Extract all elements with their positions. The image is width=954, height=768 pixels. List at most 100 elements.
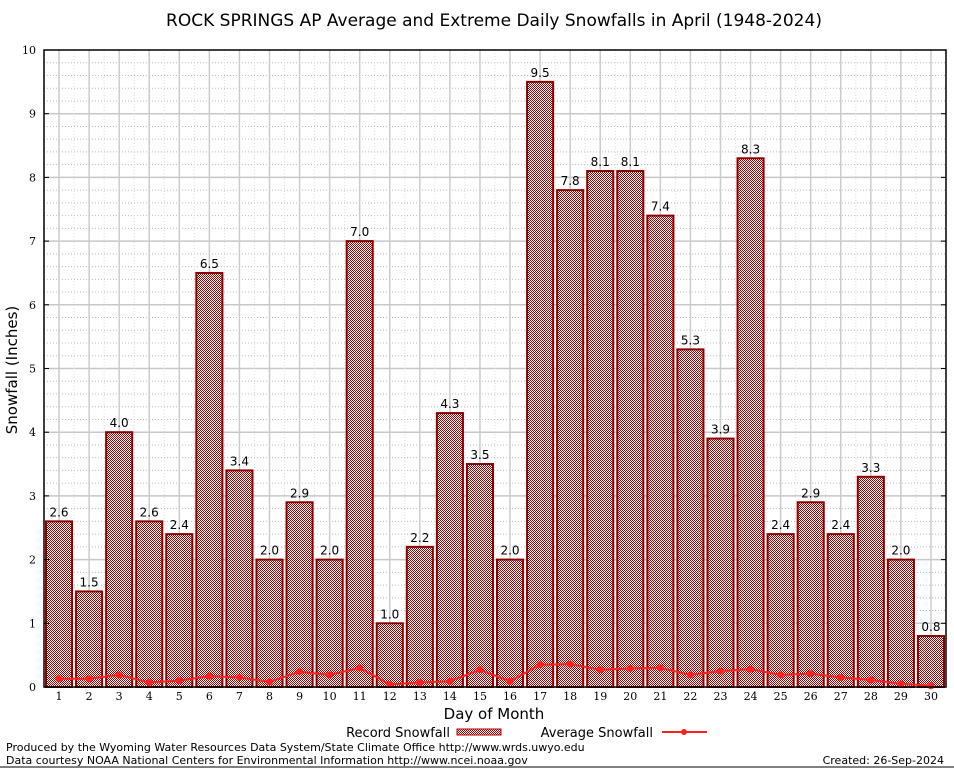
y-axis-label: Snowfall (Inches) bbox=[3, 306, 21, 434]
bar-day-27 bbox=[826, 533, 855, 688]
bar-day-28 bbox=[856, 475, 885, 689]
x-tick-label: 4 bbox=[146, 690, 153, 703]
bar-day-5 bbox=[165, 533, 194, 688]
x-tick-label: 5 bbox=[176, 690, 183, 703]
x-tick-label: 2 bbox=[86, 690, 93, 703]
x-tick-label: 29 bbox=[894, 690, 908, 703]
y-tick-label: 10 bbox=[22, 44, 36, 57]
average-point-day-6 bbox=[205, 672, 213, 680]
average-point-day-27 bbox=[837, 673, 845, 681]
bar-day-26 bbox=[796, 501, 825, 688]
bar-day-7 bbox=[225, 469, 254, 689]
bar-value-label: 1.0 bbox=[380, 607, 399, 621]
average-point-day-26 bbox=[807, 670, 815, 678]
bar-day-16 bbox=[496, 558, 525, 688]
bar-value-label: 2.0 bbox=[500, 544, 519, 558]
bar-value-label: 7.4 bbox=[651, 200, 670, 214]
average-point-day-19 bbox=[596, 666, 604, 674]
bar-day-6 bbox=[195, 271, 224, 688]
bar-day-30 bbox=[916, 635, 946, 688]
legend-record-label: Record Snowfall bbox=[346, 726, 450, 741]
bar-day-14 bbox=[435, 412, 464, 688]
bar-day-25 bbox=[766, 533, 795, 688]
bar-day-11 bbox=[345, 240, 374, 688]
bar-day-20 bbox=[616, 170, 645, 688]
created-date: Created: 26-Sep-2024 bbox=[822, 754, 944, 767]
bar-day-9 bbox=[285, 501, 314, 688]
x-tick-label: 28 bbox=[864, 690, 878, 703]
x-tick-label: 24 bbox=[744, 690, 758, 703]
bar-value-label: 2.9 bbox=[290, 486, 309, 500]
bar-value-label: 3.4 bbox=[230, 454, 249, 468]
bar-value-label: 4.3 bbox=[440, 397, 459, 411]
legend: Record Snowfall Average Snowfall bbox=[346, 726, 707, 741]
x-tick-label: 21 bbox=[653, 690, 667, 703]
y-tick-label: 3 bbox=[29, 490, 36, 503]
bar-value-label: 8.1 bbox=[591, 155, 610, 169]
bar-value-label: 3.3 bbox=[861, 461, 880, 475]
average-point-day-12 bbox=[386, 680, 394, 688]
x-axis-label: Day of Month bbox=[444, 705, 545, 723]
average-point-day-29 bbox=[897, 680, 905, 688]
x-tick-label: 12 bbox=[383, 690, 397, 703]
average-point-day-5 bbox=[175, 677, 183, 685]
average-point-day-3 bbox=[115, 671, 123, 679]
y-tick-label: 9 bbox=[29, 108, 36, 121]
legend-average-marker bbox=[681, 729, 687, 735]
x-tick-label: 1 bbox=[56, 690, 63, 703]
bar-day-12 bbox=[375, 622, 404, 688]
bar-value-label: 0.8 bbox=[921, 620, 940, 634]
average-point-day-9 bbox=[296, 668, 304, 676]
x-tick-label: 15 bbox=[473, 690, 487, 703]
x-tick-label: 27 bbox=[834, 690, 848, 703]
legend-record-swatch bbox=[456, 728, 502, 736]
x-tick-label: 3 bbox=[116, 690, 123, 703]
bar-value-label: 2.4 bbox=[771, 518, 790, 532]
x-tick-label: 26 bbox=[804, 690, 818, 703]
bar-value-label: 2.0 bbox=[260, 544, 279, 558]
footer-credit-1: Produced by the Wyoming Water Resources … bbox=[6, 741, 585, 754]
average-point-day-28 bbox=[867, 676, 875, 684]
bar-value-label: 9.5 bbox=[531, 66, 550, 80]
footer-credit-2: Data courtesy NOAA National Centers for … bbox=[6, 754, 528, 767]
average-point-day-15 bbox=[476, 666, 484, 674]
legend-average-label: Average Snowfall bbox=[541, 726, 653, 741]
average-point-day-14 bbox=[446, 677, 454, 685]
bar-value-label: 6.5 bbox=[200, 257, 219, 271]
x-tick-label: 14 bbox=[443, 690, 457, 703]
x-tick-label: 23 bbox=[714, 690, 728, 703]
average-point-day-21 bbox=[656, 664, 664, 672]
x-tick-label: 8 bbox=[266, 690, 273, 703]
bar-day-22 bbox=[676, 348, 705, 688]
average-point-day-11 bbox=[356, 664, 364, 672]
bar-value-label: 2.4 bbox=[831, 518, 850, 532]
bar-value-label: 2.6 bbox=[49, 505, 68, 519]
bar-value-label: 2.9 bbox=[801, 486, 820, 500]
bar-day-21 bbox=[646, 214, 675, 688]
bar-day-2 bbox=[75, 590, 104, 689]
y-tick-label: 0 bbox=[29, 681, 36, 694]
bar-day-18 bbox=[556, 189, 585, 688]
average-point-day-2 bbox=[85, 675, 93, 683]
y-tick-label: 4 bbox=[29, 426, 36, 439]
average-point-day-10 bbox=[326, 671, 334, 679]
bar-day-23 bbox=[706, 437, 735, 688]
bar-day-17 bbox=[526, 80, 555, 689]
y-tick-label: 6 bbox=[29, 299, 36, 312]
y-tick-label: 7 bbox=[29, 235, 36, 248]
bar-day-13 bbox=[405, 545, 434, 688]
y-tick-label: 8 bbox=[29, 171, 36, 184]
chart-title: ROCK SPRINGS AP Average and Extreme Dail… bbox=[166, 11, 822, 31]
bar-day-19 bbox=[586, 170, 615, 688]
average-point-day-17 bbox=[536, 661, 544, 669]
average-point-day-23 bbox=[717, 667, 724, 675]
bar-day-29 bbox=[886, 558, 915, 688]
average-point-day-18 bbox=[566, 660, 574, 668]
average-point-day-16 bbox=[506, 677, 514, 685]
bar-value-label: 3.9 bbox=[711, 423, 730, 437]
x-tick-label: 7 bbox=[236, 690, 243, 703]
bar-day-10 bbox=[315, 558, 344, 688]
bar-value-label: 2.4 bbox=[170, 518, 189, 532]
y-tick-label: 1 bbox=[29, 617, 36, 630]
